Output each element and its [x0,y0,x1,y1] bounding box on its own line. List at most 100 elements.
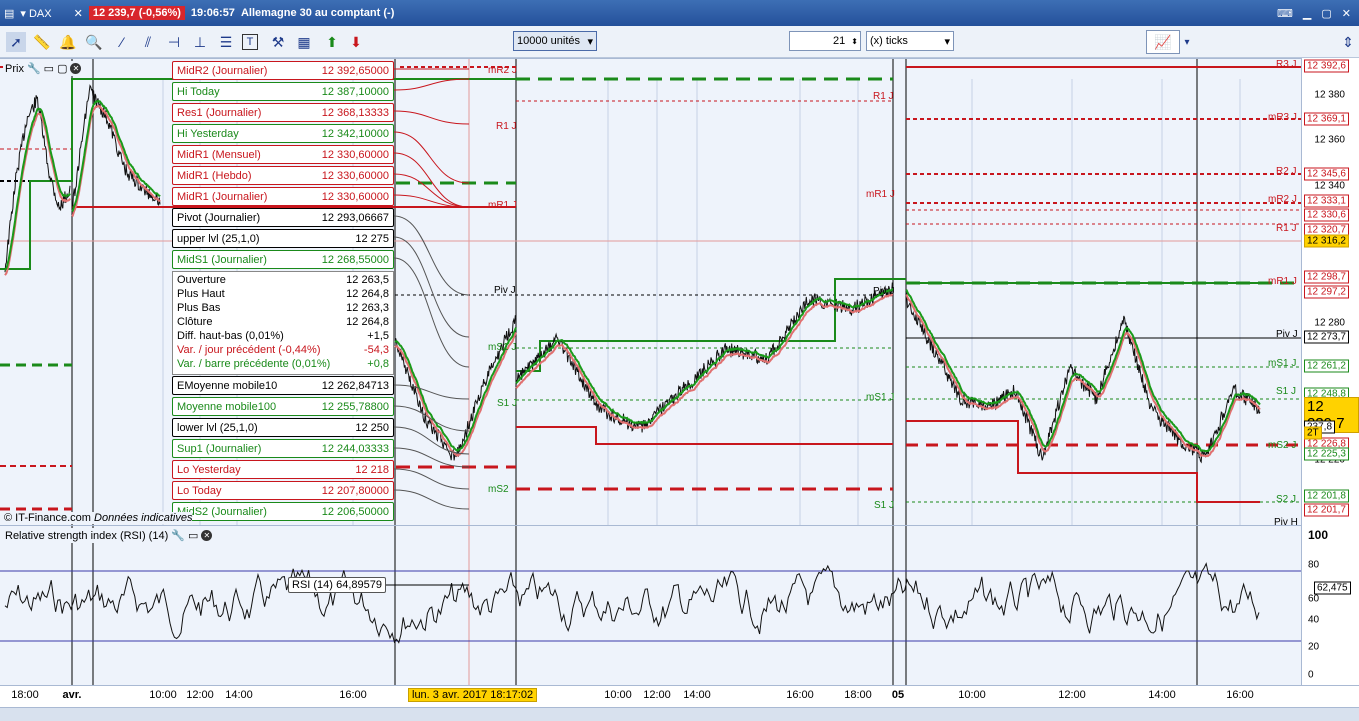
close-instrument-icon[interactable]: ✕ [73,7,83,20]
units-select[interactable]: 10000 unités ▾ [513,31,597,51]
legend-item[interactable]: upper lvl (25,1,0) 12 275 [172,229,394,248]
x-tick-label: 16:00 [1226,689,1254,701]
legend-item[interactable]: Lo Yesterday 12 218 [172,460,394,479]
legend-name: Res1 (Journalier) [177,106,262,119]
close-icon[interactable]: ✕ [201,530,213,541]
legend-item[interactable]: Lo Today 12 207,80000 [172,481,394,500]
y-price-tag: 12 345,6 [1304,167,1349,181]
legend-name: Pivot (Journalier) [177,211,261,224]
legend-item[interactable]: Res1 (Journalier) 12 368,13333 [172,103,394,122]
rsi-tick-label: 100 [1308,528,1329,542]
legend-item[interactable]: MidR1 (Mensuel) 12 330,60000 [172,145,394,164]
connector [393,173,470,208]
legend-item[interactable]: lower lvl (25,1,0) 12 250 [172,418,394,437]
instrument-name: DAX [28,7,52,20]
eraser-icon[interactable]: ⚒ [271,33,285,50]
y-price-tag: 12 225,3 [1304,447,1349,461]
level-label: mR3 J [1268,112,1297,123]
chevron-down-icon: ▾ [944,35,950,48]
price-line [71,84,161,214]
legend-item[interactable]: MidR2 (Journalier) 12 392,65000 [172,61,394,80]
time-axis[interactable]: 18:00 avr. 10:00 12:00 14:00 16:00 10:00 12:00 1… [0,685,1359,707]
chart-type-dropdown-icon[interactable]: ▾ [1184,36,1190,48]
keyboard-icon[interactable]: ⌨ [1277,7,1293,20]
legend-name: upper lvl (25,1,0) [177,232,260,245]
alert-bell-icon[interactable]: 🔔 [59,33,77,50]
legend-item[interactable]: Sup1 (Journalier) 12 244,03333 [172,439,394,458]
search-icon[interactable]: 🔍 [85,33,103,50]
buy-arrow-icon[interactable]: ⬆ [326,33,338,50]
legend-item[interactable]: Pivot (Journalier) 12 293,06667 [172,208,394,227]
y-price-tag: 12 273,7 [1304,330,1349,344]
restore-icon[interactable]: ▭ [187,530,199,542]
cursor-time-label: lun. 3 avr. 2017 18:17:02 [408,688,538,702]
fibonacci-icon[interactable]: ☰ [219,33,233,50]
x-tick-label: 10:00 [958,689,986,701]
x-tick-label: 18:00 [11,689,39,701]
legend-item[interactable]: Moyenne mobile100 12 255,78800 [172,397,394,416]
rsi-axis[interactable]: 100 80 60 40 20 0 62,475 [1301,525,1359,685]
rsi-chart[interactable] [0,526,1301,686]
instrument-dropdown[interactable]: ▾ DAX [20,7,52,20]
horizontal-line-icon[interactable]: ⊣ [167,33,181,50]
y-price-tag: 12 369,1 [1304,112,1349,126]
legend-name: MidR1 (Journalier) [177,190,268,203]
connector [393,78,470,91]
level-label: Piv J [1276,329,1298,340]
connector [393,131,470,184]
scroll-icon[interactable]: ⇕ [1342,33,1354,50]
chart-type-icon[interactable]: 📈 [1146,30,1180,54]
close-icon[interactable]: ✕ [70,63,82,74]
wrench-icon[interactable]: 🔧 [171,530,185,542]
restore-icon[interactable]: ▭ [43,63,55,75]
legend-value: 12 342,10000 [321,127,389,140]
title-bar: ▤ ▾ DAX ✕ 12 239,7 (-0,56%) 19:06:57 All… [0,0,1359,26]
level-label: S2 J [1276,494,1297,505]
level-label: R1 J [496,121,517,132]
ticks-unit-select[interactable]: (x) ticks ▾ [866,31,954,51]
maximize-icon[interactable]: ▢ [1321,7,1332,20]
pointer-icon[interactable]: ➚ [6,32,26,52]
close-icon[interactable]: ✕ [1341,7,1351,20]
legend-name: Hi Today [177,85,220,98]
x-tick-label: 14:00 [225,689,253,701]
wrench-icon[interactable]: 🔧 [26,63,41,75]
rsi-tick-label: 80 [1308,559,1320,571]
connector [393,405,470,432]
stepper-icon[interactable]: ⬍ [851,36,858,46]
status-bar [0,707,1359,721]
rsi-panel[interactable]: Relative strength index (RSI) (14) 🔧 ▭ ✕… [0,525,1301,686]
legend-item[interactable]: MidS1 (Journalier) 12 268,55000 [172,250,394,269]
pattern-icon[interactable]: ▦ [297,33,311,50]
maximize-icon[interactable]: ▢ [57,63,68,75]
ohlc-row: Plus Haut 12 264,8 [177,288,389,300]
ruler-icon[interactable]: 📏 [33,33,51,50]
ticks-input[interactable]: 21 ⬍ [789,31,861,51]
level-label: mS2 J [1268,440,1297,451]
legend-item[interactable]: Hi Yesterday 12 342,10000 [172,124,394,143]
y-price-tag: 12 392,6 [1304,59,1349,73]
line-tool-icon[interactable]: ⁄ [120,34,124,50]
legend-item[interactable]: MidR1 (Journalier) 12 330,60000 [172,187,394,206]
ma-line [394,327,517,452]
x-tick-label: avr. [62,689,82,701]
y-price-tag: 12 297,2 [1304,285,1349,299]
price-panel[interactable]: Prix 🔧 ▭ ▢ ✕ MidR2 (Journalier) 12 392,65… [0,58,1301,528]
price-chart[interactable] [0,59,1301,526]
vertical-line-icon[interactable]: ⊥ [193,33,207,50]
channel-tool-icon[interactable]: ⫽ [144,33,152,50]
legend-item[interactable]: MidR1 (Hebdo) 12 330,60000 [172,166,394,185]
sell-arrow-icon[interactable]: ⬇ [350,33,362,50]
text-tool-icon[interactable]: T [242,34,258,50]
legend-value: 12 330,60000 [321,148,389,161]
level-label: R1 J [1276,223,1297,234]
legend-name: MidR1 (Hebdo) [177,169,252,182]
connector [393,384,470,400]
minimize-icon[interactable]: ▁ [1302,7,1312,20]
legend-item[interactable]: EMoyenne mobile10 12 262,84713 [172,376,394,395]
rsi-line [4,562,1260,644]
level-label: Piv J [873,286,895,297]
legend-item[interactable]: MidS2 (Journalier) 12 206,50000 [172,502,394,521]
legend-item[interactable]: Hi Today 12 387,10000 [172,82,394,101]
